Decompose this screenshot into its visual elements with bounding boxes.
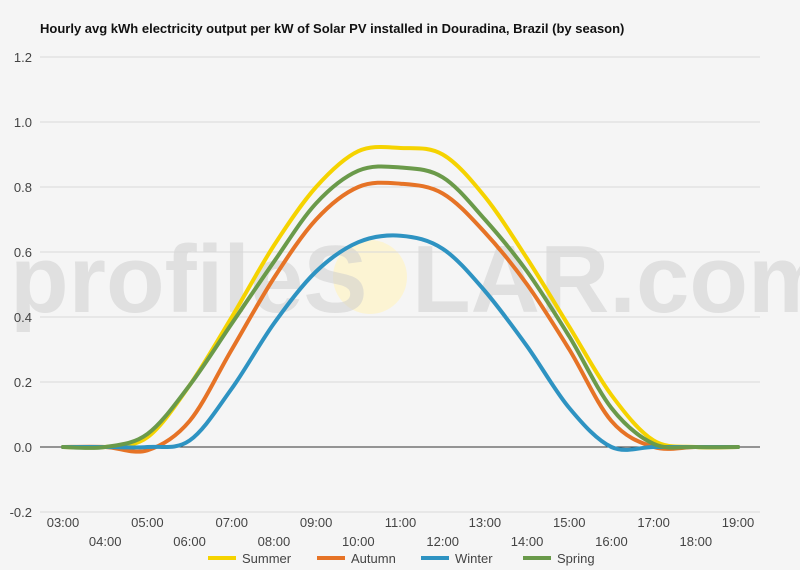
y-tick-label: 0.6 xyxy=(14,245,32,260)
x-tick-label: 09:00 xyxy=(300,515,333,530)
x-axis: 03:00 04:00 05:00 06:00 07:00 08:00 09:00 10:00… xyxy=(47,515,755,549)
y-tick-label: 1.0 xyxy=(14,115,32,130)
chart-title: Hourly avg kWh electricity output per kW… xyxy=(40,21,624,36)
x-tick-label: 03:00 xyxy=(47,515,80,530)
y-tick-label: -0.2 xyxy=(10,505,32,520)
y-tick-label: 0.0 xyxy=(14,440,32,455)
x-tick-label: 11:00 xyxy=(385,515,417,530)
legend-label-winter: Winter xyxy=(455,551,493,566)
y-tick-label: 1.2 xyxy=(14,50,32,65)
x-tick-label: 06:00 xyxy=(173,534,206,549)
x-tick-label: 16:00 xyxy=(595,534,628,549)
y-tick-label: 0.4 xyxy=(14,310,32,325)
x-tick-label: 04:00 xyxy=(89,534,122,549)
x-tick-label: 15:00 xyxy=(553,515,586,530)
x-tick-label: 19:00 xyxy=(722,515,755,530)
x-tick-label: 18:00 xyxy=(680,534,713,549)
y-tick-label: 0.2 xyxy=(14,375,32,390)
x-tick-label: 17:00 xyxy=(637,515,670,530)
x-tick-label: 12:00 xyxy=(426,534,459,549)
x-tick-label: 13:00 xyxy=(469,515,502,530)
x-tick-label: 14:00 xyxy=(511,534,544,549)
legend-label-summer: Summer xyxy=(242,551,292,566)
x-tick-label: 07:00 xyxy=(215,515,248,530)
legend: Summer Autumn Winter Spring xyxy=(208,551,595,566)
x-tick-label: 05:00 xyxy=(131,515,164,530)
legend-label-spring: Spring xyxy=(557,551,595,566)
y-tick-label: 0.8 xyxy=(14,180,32,195)
x-tick-label: 10:00 xyxy=(342,534,375,549)
legend-label-autumn: Autumn xyxy=(351,551,396,566)
x-tick-label: 08:00 xyxy=(258,534,291,549)
